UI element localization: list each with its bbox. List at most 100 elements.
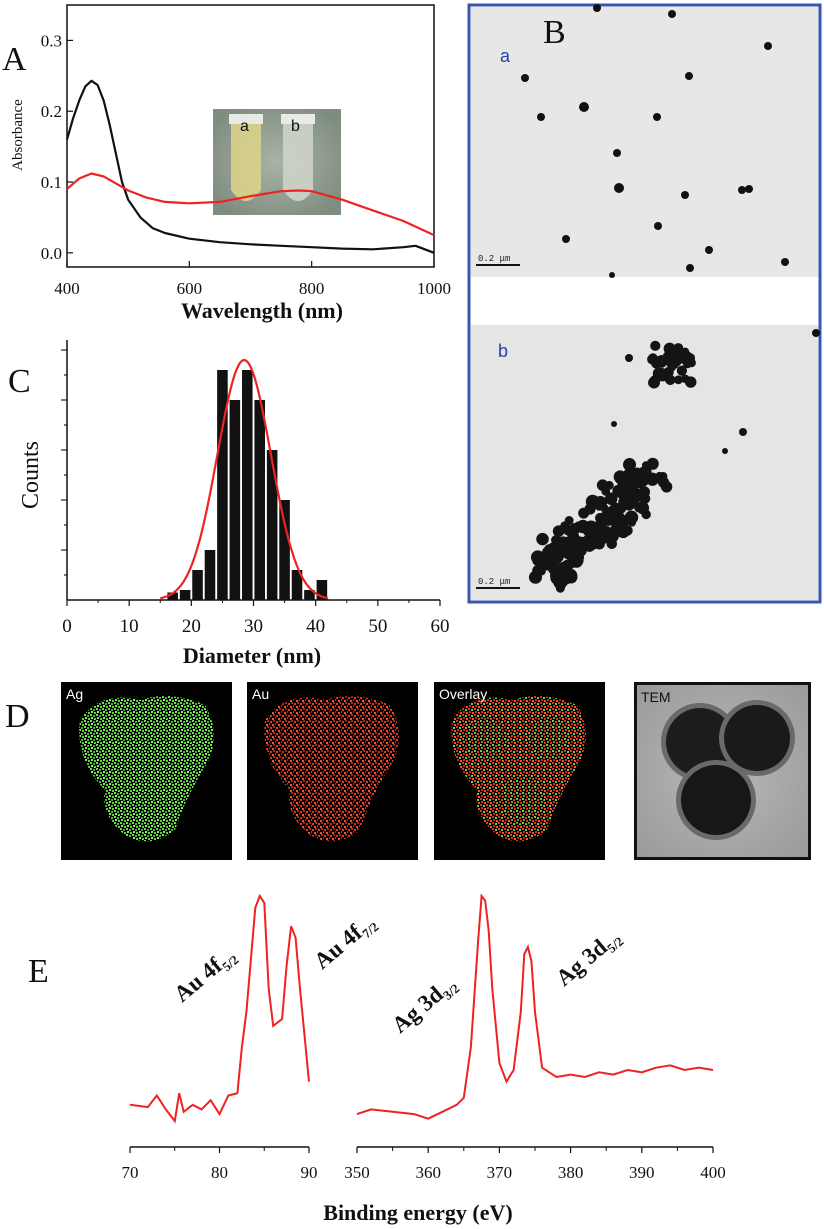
nanoparticle-cluster — [665, 344, 677, 356]
panel-a-series-line-red — [66, 172, 435, 237]
panel-e-x-tick-label: 80 — [211, 1163, 228, 1182]
nanoparticle-cluster — [613, 470, 627, 484]
panel-a-x-tick-label: 400 — [54, 279, 80, 298]
histogram-bar — [279, 500, 290, 600]
nanoparticle-cluster — [636, 501, 649, 514]
panel-a-inset-photo: a b — [213, 109, 341, 215]
panel-letter-d: D — [5, 698, 30, 735]
xps-line-ag — [356, 893, 714, 1120]
nanoparticle-cluster — [553, 570, 566, 583]
peak-label-au-4f72-main: Au 4f — [309, 920, 367, 974]
nanoparticle-cluster — [547, 546, 557, 556]
nanoparticle-cluster — [623, 458, 637, 472]
nanoparticle-cluster — [560, 521, 570, 531]
nanoparticle — [521, 74, 529, 82]
panel-a-x-tick-label: 1000 — [417, 279, 451, 298]
histogram-bar — [179, 590, 191, 600]
nanoparticle-cluster — [592, 527, 602, 537]
panel-a-y-title: Absorbance — [10, 99, 26, 171]
nanoparticle-cluster — [605, 529, 619, 543]
nanoparticle-cluster — [602, 509, 614, 521]
panel-a-absorbance-chart: 400 600 800 1000 0.0 0.1 0.2 0.3 a b Wavelength… — [10, 4, 451, 323]
nanoparticle-cluster — [652, 367, 664, 379]
histogram-bar — [192, 570, 203, 600]
xps-line-au — [129, 893, 310, 1124]
nanoparticle — [738, 186, 746, 194]
panel-e-x-tick-label: 380 — [558, 1163, 584, 1182]
panel-a-y-tick-label: 0.2 — [41, 102, 62, 121]
nanoparticle — [537, 113, 545, 121]
nanoparticle-cluster — [638, 486, 651, 498]
panel-e-x-title: Binding energy (eV) — [323, 1200, 512, 1225]
nanoparticle-cluster — [616, 489, 626, 499]
histogram-bar — [304, 590, 315, 600]
nanoparticle-cluster — [604, 492, 618, 506]
nanoparticle-cluster — [537, 567, 546, 576]
panel-c-x-tick-label: 20 — [182, 616, 201, 637]
panel-c-x-tick-label: 0 — [62, 616, 72, 637]
map-overlay: Overlay — [434, 682, 605, 860]
panel-a-y-tick-label: 0.1 — [41, 173, 62, 192]
nanoparticle-cluster — [660, 481, 673, 493]
nanoparticle-cluster — [680, 374, 690, 384]
nanoparticle — [653, 113, 661, 121]
histogram-bar — [266, 450, 278, 600]
peak-label-au-4f52: Au 4f5/2 — [169, 942, 241, 1009]
nanoparticle-cluster — [676, 365, 688, 376]
histogram-bar — [229, 400, 241, 600]
map-label-tem: TEM — [641, 689, 671, 705]
histogram-bar — [241, 370, 253, 600]
nanoparticle-cluster — [665, 374, 676, 386]
panel-letter-e: E — [28, 953, 49, 990]
nanoparticle-cluster — [564, 570, 578, 584]
nanoparticle-cluster — [536, 532, 549, 546]
nanoparticle-cluster — [555, 583, 565, 593]
nanoparticle-cluster — [650, 377, 660, 387]
gaussian-fit-curve — [160, 358, 329, 600]
peak-label-ag-3d52: Ag 3d5/2 — [551, 924, 626, 994]
map-ag: Ag — [61, 682, 232, 860]
panel-c-x-tick-label: 60 — [431, 616, 450, 637]
nanoparticle — [613, 149, 621, 157]
peak-label-ag-3d32-main: Ag 3d — [387, 981, 448, 1038]
nanoparticle — [739, 428, 747, 436]
nanoparticle — [722, 448, 728, 454]
nanoparticle — [685, 72, 693, 80]
panel-a-x-tick-label: 800 — [299, 279, 325, 298]
panel-a-x-tick-label: 600 — [177, 279, 203, 298]
histogram-bar — [167, 592, 178, 600]
panel-b-tem-images: a b 0.2 μm 0.2 μm — [467, 3, 822, 604]
panel-e-x-tick-label: 70 — [122, 1163, 139, 1182]
peak-label-au-4f52-main: Au 4f — [169, 953, 227, 1007]
panel-a-y-tick-label: 0.0 — [41, 244, 62, 263]
panel-letter-b: B — [543, 14, 566, 51]
panel-e-x-tick-label: 390 — [629, 1163, 655, 1182]
panel-e-x-tick-label: 90 — [301, 1163, 318, 1182]
nanoparticle — [764, 42, 772, 50]
nanoparticle-cluster — [579, 537, 593, 551]
nanoparticle — [812, 329, 820, 337]
nanoparticle-cluster — [647, 354, 658, 365]
vial-b — [283, 120, 313, 201]
scale-label-a: 0.2 μm — [478, 254, 510, 264]
nanoparticle-cluster — [565, 545, 574, 554]
nanoparticle — [781, 258, 789, 266]
nanoparticle — [579, 102, 589, 112]
nanoparticle-cluster — [655, 355, 666, 367]
peak-label-ag-3d52-main: Ag 3d — [551, 934, 612, 991]
nanoparticle — [745, 185, 753, 193]
inset-label-b: b — [291, 118, 300, 135]
nanoparticle-cluster — [572, 535, 582, 545]
nanoparticle-cluster — [596, 479, 609, 491]
map-au: Au — [247, 682, 418, 860]
nanoparticle-cluster — [645, 472, 660, 486]
nanoparticle-cluster — [616, 524, 630, 539]
vial-a — [231, 120, 261, 201]
panel-e-xps-spectrum: 70 80 90 350 360 370 380 390 400 Au 4f5/2 Au 4f7… — [122, 893, 726, 1225]
scale-label-b: 0.2 μm — [478, 577, 510, 587]
nanoparticle — [654, 222, 662, 230]
nanoparticle-cluster — [530, 550, 545, 565]
histogram-bar — [291, 570, 303, 600]
panel-c-x-title: Diameter (nm) — [183, 643, 321, 668]
